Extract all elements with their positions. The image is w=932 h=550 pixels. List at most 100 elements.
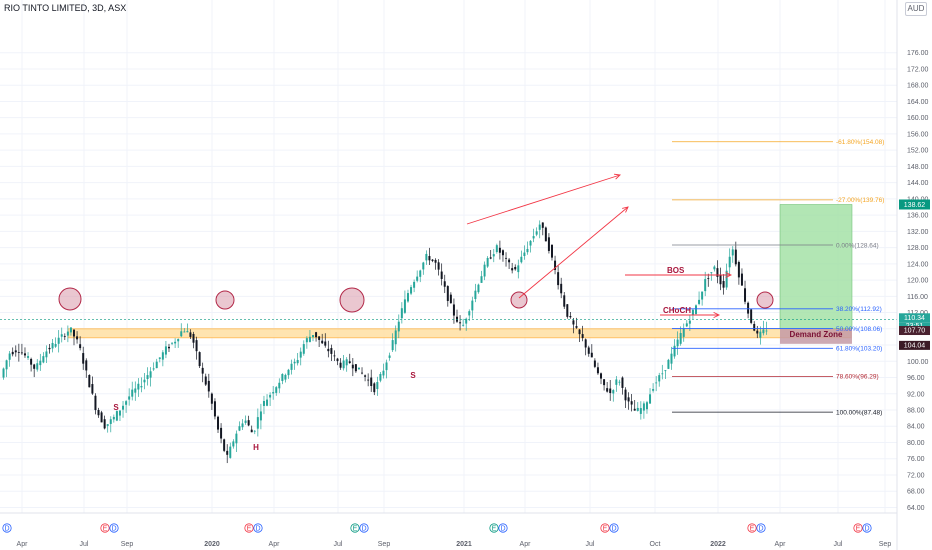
candle bbox=[541, 222, 544, 236]
fib-level-label: 0.00%(128.64) bbox=[836, 242, 879, 249]
candle bbox=[410, 284, 413, 296]
candle-body bbox=[85, 360, 88, 371]
y-tick-label: 124.00 bbox=[907, 261, 929, 268]
candle-body bbox=[112, 416, 115, 420]
candle bbox=[103, 415, 106, 430]
event-badge-circle bbox=[109, 523, 119, 533]
candle-body bbox=[174, 341, 177, 344]
current-price-label-text: 110.34 bbox=[904, 315, 925, 322]
candle-body bbox=[544, 227, 547, 242]
candle-body bbox=[364, 375, 367, 377]
candle bbox=[698, 291, 701, 306]
fib-level-label: 100.00%(87.48) bbox=[836, 409, 882, 416]
candle-body bbox=[514, 266, 517, 270]
last-close-label-bg bbox=[899, 326, 930, 336]
currency-button[interactable]: AUD bbox=[905, 2, 927, 16]
y-tick-label: 96.00 bbox=[907, 375, 925, 382]
y-tick-label: 164.00 bbox=[907, 99, 929, 106]
candle-body bbox=[250, 429, 253, 433]
candle-body bbox=[740, 273, 743, 286]
candle bbox=[434, 258, 437, 270]
candle-body bbox=[704, 279, 707, 292]
candle-body bbox=[167, 346, 170, 349]
candle bbox=[514, 264, 517, 271]
candle bbox=[342, 354, 345, 371]
candle bbox=[8, 350, 11, 367]
candle-body bbox=[679, 333, 682, 344]
candle bbox=[498, 240, 501, 260]
candle bbox=[348, 353, 351, 364]
candle-body bbox=[446, 286, 449, 301]
target-price-label-text: 138.62 bbox=[904, 202, 926, 209]
last-close-label: 107.70 bbox=[899, 326, 930, 336]
bos-arrow-head bbox=[725, 271, 733, 279]
candle-body bbox=[652, 389, 655, 391]
candle-body bbox=[57, 337, 60, 344]
candle-body bbox=[321, 340, 324, 344]
candle bbox=[456, 309, 459, 323]
candle-body bbox=[400, 308, 403, 319]
candle bbox=[293, 358, 296, 370]
candle-body bbox=[406, 293, 409, 302]
candle bbox=[186, 323, 189, 333]
choch-label: CHoCH bbox=[663, 306, 691, 315]
candle bbox=[731, 246, 734, 263]
candle bbox=[247, 415, 250, 427]
candle-body bbox=[382, 370, 385, 376]
candles bbox=[2, 220, 768, 464]
lower-channel-arrow-head bbox=[622, 206, 629, 213]
candle-body bbox=[489, 257, 492, 259]
candle-body bbox=[272, 392, 275, 394]
candle-body bbox=[30, 358, 33, 365]
candle bbox=[425, 250, 428, 265]
candle-body bbox=[725, 270, 728, 288]
candle-body bbox=[213, 401, 216, 417]
candle bbox=[259, 403, 262, 430]
candle-body bbox=[354, 364, 357, 372]
candle bbox=[2, 367, 5, 380]
candle-body bbox=[118, 410, 121, 416]
y-tick-label: 76.00 bbox=[907, 456, 925, 463]
candle-body bbox=[186, 331, 189, 333]
candle bbox=[590, 344, 593, 358]
candle-body bbox=[17, 352, 20, 353]
candle bbox=[682, 323, 685, 342]
candle-body bbox=[137, 383, 140, 390]
candle-body bbox=[48, 347, 51, 350]
candle-body bbox=[603, 379, 606, 386]
candle-body bbox=[710, 272, 713, 274]
candle-body bbox=[529, 240, 532, 246]
candle-body bbox=[698, 299, 701, 304]
candle bbox=[161, 350, 164, 367]
candle bbox=[627, 392, 630, 410]
event-badge-circle bbox=[747, 523, 757, 533]
candle bbox=[27, 352, 30, 360]
lower-channel-arrow bbox=[518, 206, 629, 299]
candle bbox=[125, 400, 128, 413]
candle-body bbox=[550, 244, 553, 258]
candle bbox=[149, 367, 152, 387]
candle bbox=[299, 347, 302, 366]
candle-body bbox=[241, 423, 244, 428]
candle-body bbox=[437, 262, 440, 270]
candle bbox=[719, 267, 722, 291]
candle bbox=[440, 263, 443, 286]
candle-body bbox=[492, 254, 495, 257]
y-tick-label: 132.00 bbox=[907, 229, 929, 236]
candle bbox=[137, 378, 140, 397]
event-badge-circle bbox=[600, 523, 610, 533]
candle-body bbox=[722, 281, 725, 288]
candle bbox=[370, 369, 373, 392]
event-badge-circle bbox=[253, 523, 263, 533]
candle bbox=[5, 359, 8, 378]
candle bbox=[60, 327, 63, 343]
candle-body bbox=[134, 388, 137, 393]
candle-body bbox=[575, 326, 578, 328]
candle-body bbox=[688, 320, 691, 324]
candle-body bbox=[128, 396, 131, 400]
candle bbox=[676, 331, 679, 355]
candle bbox=[722, 274, 725, 295]
candle-body bbox=[207, 380, 210, 392]
candle bbox=[630, 394, 633, 412]
